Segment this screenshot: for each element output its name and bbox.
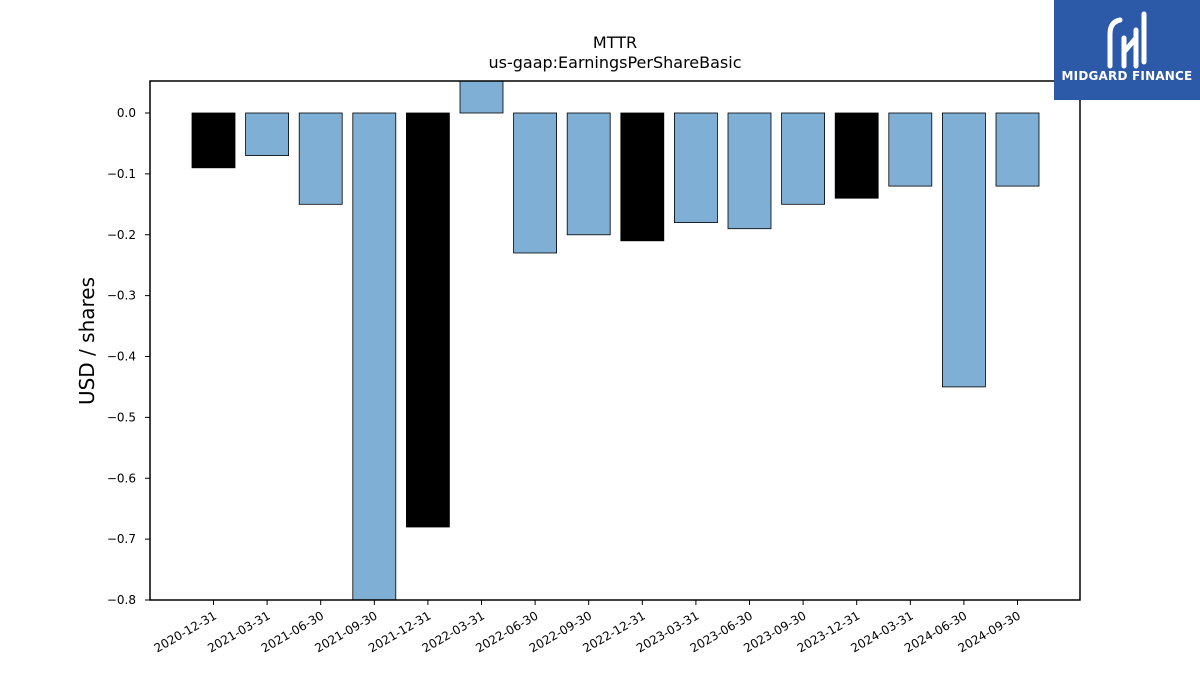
bar-2022-03-31 — [459, 80, 504, 114]
bar-2022-12-31 — [620, 112, 665, 242]
bar-2023-06-30 — [727, 112, 772, 230]
x-axis-ticks: 2020-12-312021-03-312021-06-302021-09-30… — [152, 600, 1023, 655]
bar-2022-06-30 — [513, 112, 557, 254]
bar-2021-03-31 — [245, 112, 290, 156]
bar-2023-12-31 — [834, 112, 879, 199]
y-tick-label: −0.8 — [107, 593, 136, 607]
y-tick-label: −0.2 — [107, 228, 136, 242]
y-tick-label: −0.6 — [107, 471, 136, 485]
y-axis-label: USD / shares — [75, 277, 99, 405]
midgard-finance-logo-icon — [1107, 11, 1147, 69]
y-tick-label: −0.1 — [107, 167, 136, 181]
bar-2022-09-30 — [566, 112, 611, 236]
plot-frame — [149, 80, 1081, 601]
bar-2023-09-30 — [781, 112, 825, 205]
bar-2024-06-30 — [942, 112, 986, 388]
bar-2021-09-30 — [352, 112, 397, 601]
bar-2021-06-30 — [298, 112, 343, 205]
bars-group — [191, 80, 1040, 601]
chart-title: MTTR — [593, 33, 637, 52]
bar-2020-12-31 — [191, 112, 236, 169]
bar-2024-09-30 — [995, 112, 1040, 187]
bar-2021-12-31 — [405, 112, 450, 528]
brand-name: MIDGARD FINANCE — [1061, 69, 1193, 83]
chart-subtitle: us-gaap:EarningsPerShareBasic — [488, 53, 741, 72]
y-tick-label: −0.3 — [107, 289, 136, 303]
y-tick-label: −0.5 — [107, 410, 136, 424]
y-tick-label: −0.4 — [107, 350, 136, 364]
brand-logo: MIDGARD FINANCE — [1054, 0, 1200, 100]
bar-2023-03-31 — [674, 112, 718, 223]
y-tick-label: 0.0 — [117, 106, 136, 120]
y-axis-ticks: 0.0 −0.1 −0.2 −0.3 −0.4 −0.5 −0.6 −0.7 −0.8 — [107, 106, 150, 607]
bar-2024-03-31 — [888, 112, 933, 187]
y-tick-label: −0.7 — [107, 532, 136, 546]
